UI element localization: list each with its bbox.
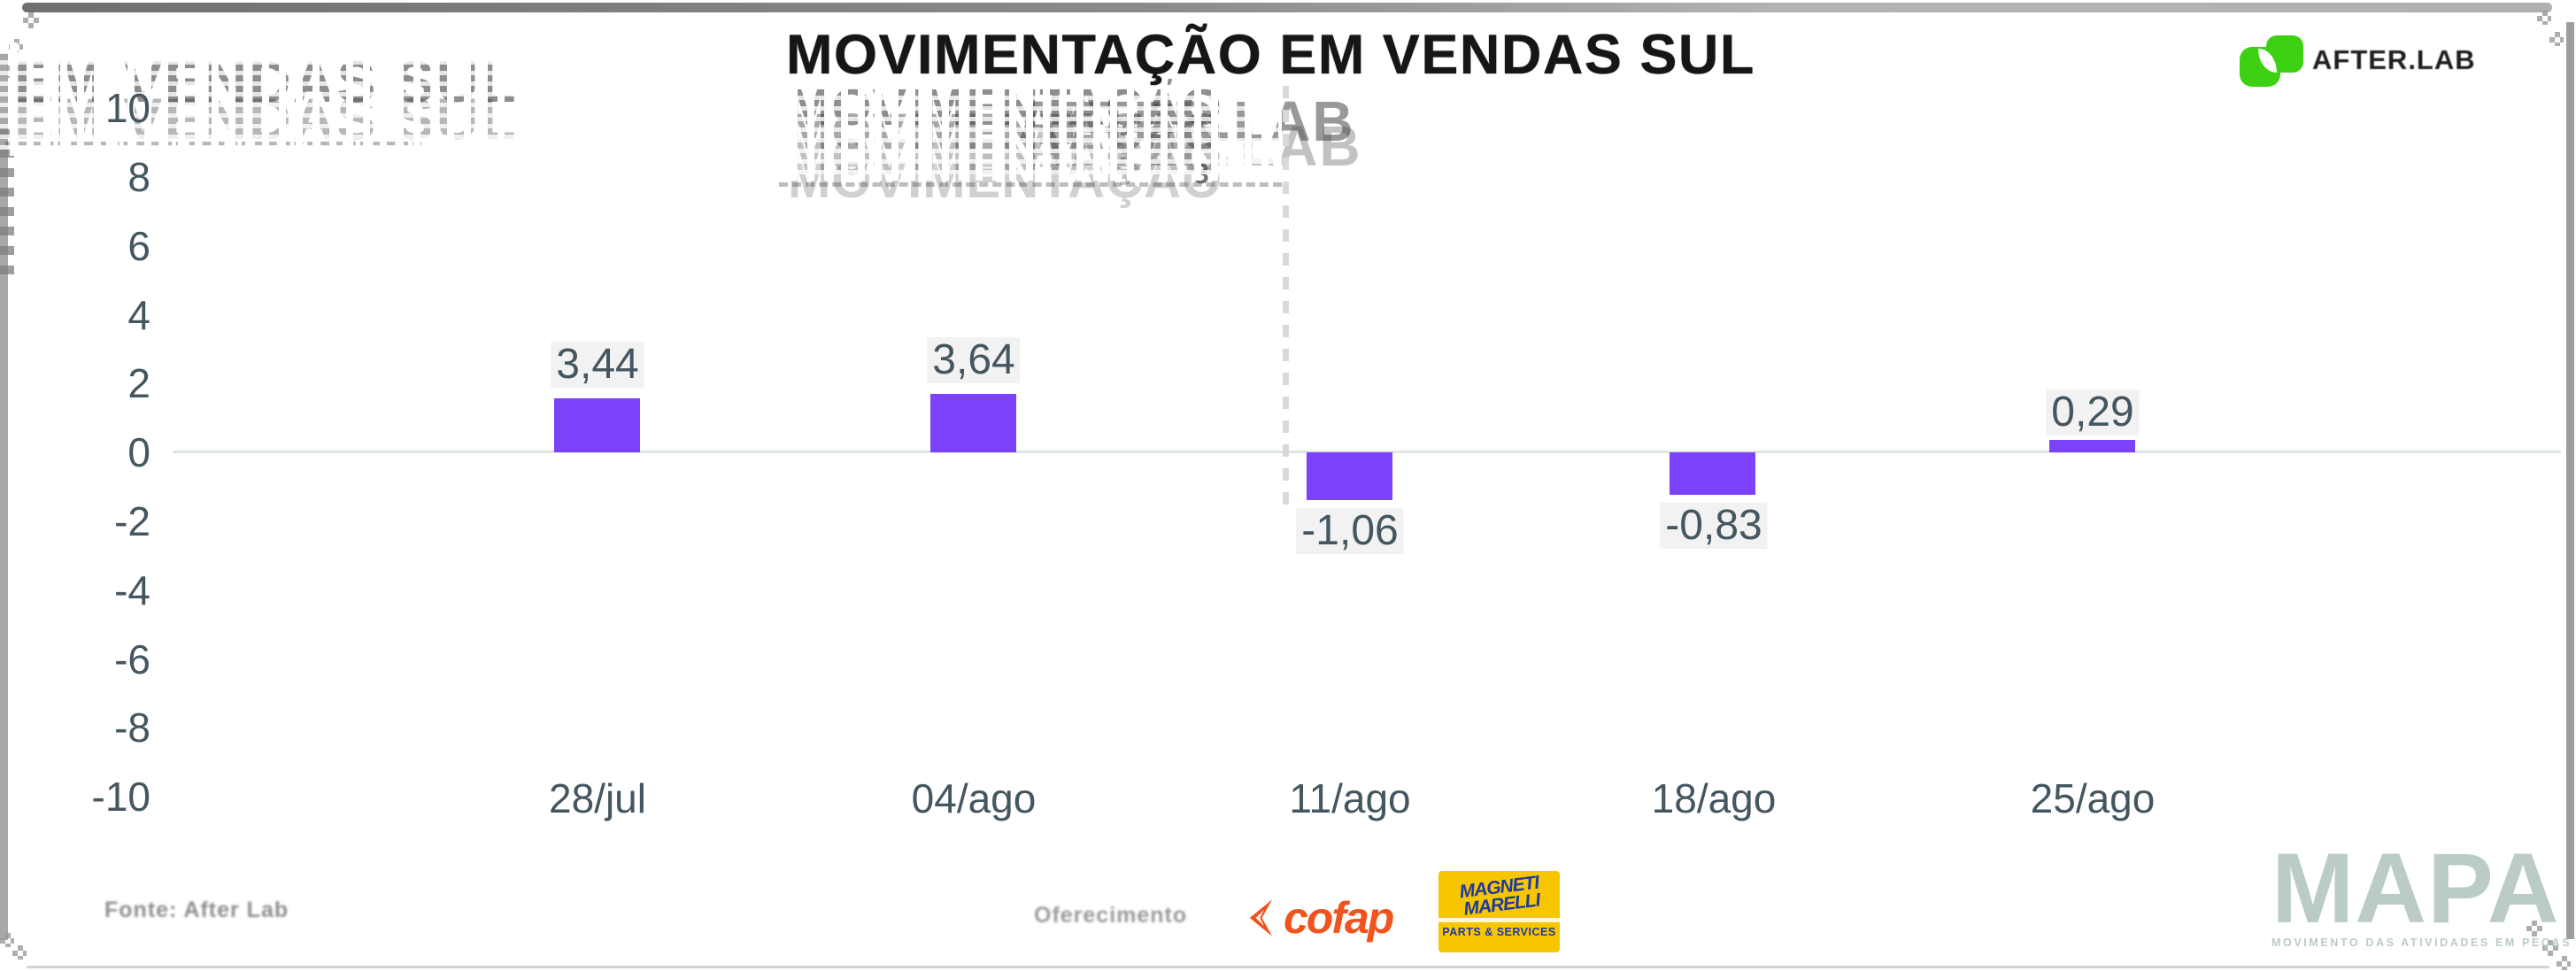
mapa-tagline: MOVIMENTO DAS ATIVIDADES EM PEÇAS E ACES… xyxy=(2271,936,2576,949)
ghost-underline xyxy=(779,182,1282,187)
zero-axis-line xyxy=(173,451,2561,453)
sponsorship-label: Oferecimento xyxy=(1034,903,1188,928)
chart-title: MOVIMENTAÇÃO EM VENDAS SUL xyxy=(786,24,1755,86)
source-note: Fonte: After Lab xyxy=(104,898,289,922)
cofap-logo: cofap xyxy=(1238,892,1394,944)
x-tick: 28/jul xyxy=(549,775,646,821)
x-tick: 18/ago xyxy=(1651,775,1777,821)
y-tick: -6 xyxy=(114,636,150,682)
mapa-wordmark: MAPA xyxy=(2271,833,2560,944)
x-tick: 25/ago xyxy=(2030,775,2156,821)
bar-28jul xyxy=(554,398,640,452)
afterlab-wordmark: AFTER.LAB xyxy=(2312,44,2476,75)
card-left-border xyxy=(0,53,8,940)
bar-11ago xyxy=(1307,452,1392,500)
corner-artifact xyxy=(2526,921,2542,936)
y-tick: 10 xyxy=(104,85,150,131)
bar-value-label: 0,29 xyxy=(2046,389,2140,435)
corner-artifact xyxy=(2549,32,2564,46)
y-tick: 8 xyxy=(127,154,150,200)
y-tick: -4 xyxy=(114,567,150,613)
y-tick: -10 xyxy=(91,774,150,820)
bar-value-label: 3,64 xyxy=(927,337,1021,383)
bar-value-label: -1,06 xyxy=(1296,508,1404,554)
corner-artifact xyxy=(2542,940,2558,956)
dashed-divider-line xyxy=(1283,84,1289,505)
magneti-marelli-sub: PARTS & SERVICES xyxy=(1442,926,1556,938)
y-tick: 0 xyxy=(127,429,150,475)
card-top-border xyxy=(22,3,2552,12)
bar-value-label: 3,44 xyxy=(551,342,644,388)
y-tick: 6 xyxy=(127,223,150,269)
afterlab-logo-icon xyxy=(2240,35,2307,87)
corner-artifact xyxy=(2537,11,2551,25)
bar-25ago xyxy=(2049,440,2135,452)
mapa-logo: MAPA MOVIMENTO DAS ATIVIDADES EM PEÇAS E… xyxy=(2271,833,2576,950)
magneti-marelli-divider xyxy=(1438,918,1560,922)
magneti-marelli-logo: MAGNETI MARELLI PARTS & SERVICES xyxy=(1438,871,1560,952)
corner-artifact xyxy=(0,933,14,947)
y-tick: 2 xyxy=(127,360,150,406)
ghost-stripe-overlay xyxy=(0,42,518,156)
x-tick: 04/ago xyxy=(911,775,1037,821)
ghost-stripe-overlay xyxy=(781,74,1282,181)
corner-artifact xyxy=(12,945,27,959)
bar-04ago xyxy=(930,394,1016,452)
left-edge-artifact xyxy=(0,124,14,274)
y-tick: -8 xyxy=(114,705,150,751)
card-bottom-border xyxy=(27,966,2549,968)
cofap-wordmark: cofap xyxy=(1284,893,1394,943)
y-tick: -2 xyxy=(114,498,150,544)
card-right-border xyxy=(2566,22,2574,939)
bar-value-label: -0,83 xyxy=(1660,503,1768,549)
corner-artifact xyxy=(2557,956,2571,970)
bar-18ago xyxy=(1670,452,1755,495)
y-tick: 4 xyxy=(127,292,150,338)
x-tick: 11/ago xyxy=(1289,775,1411,821)
cofap-chevron-icon xyxy=(1249,899,1273,936)
corner-artifact xyxy=(23,12,39,28)
